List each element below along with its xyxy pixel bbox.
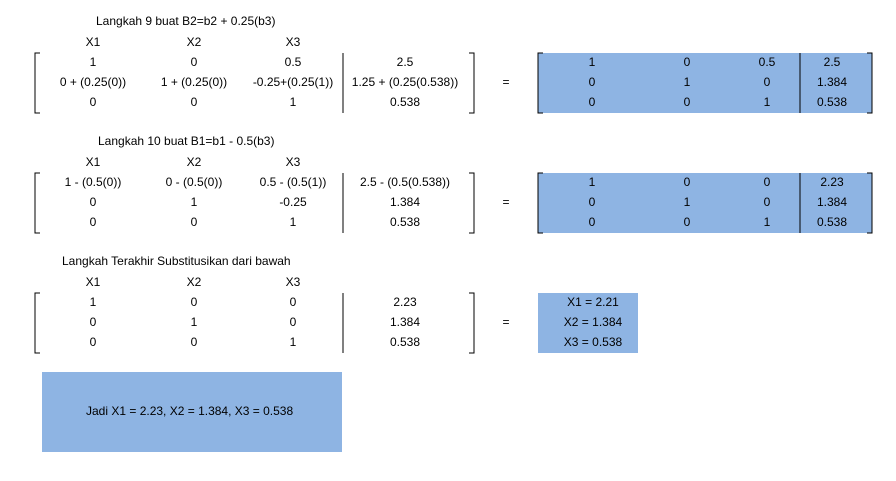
result-cell: 0.538	[817, 215, 847, 229]
result-cell: 1	[684, 195, 691, 209]
result-cell: 1.384	[817, 195, 847, 209]
result-cell: 2.23	[820, 175, 844, 189]
result-cell: 0	[589, 195, 596, 209]
matrix-cell: 0	[191, 335, 198, 349]
column-header: X2	[187, 155, 202, 169]
matrix-cell: 0	[191, 215, 198, 229]
column-header: X1	[86, 35, 101, 49]
column-header: X3	[286, 275, 301, 289]
matrix-cell: 2.5 - (0.5(0.538))	[360, 175, 450, 189]
matrix-cell: -0.25	[279, 195, 307, 209]
column-header: X2	[187, 35, 202, 49]
matrix-cell: 0.5 - (0.5(1))	[260, 175, 327, 189]
matrix-cell: 0.538	[390, 335, 420, 349]
matrix-cell: -0.25+(0.25(1))	[253, 75, 333, 89]
matrix-cell: 1.384	[390, 315, 420, 329]
conclusion: Jadi X1 = 2.23, X2 = 1.384, X3 = 0.538	[86, 404, 293, 418]
bracket-left	[34, 292, 40, 354]
column-header: X3	[286, 155, 301, 169]
matrix-cell: 1 + (0.25(0))	[161, 75, 227, 89]
bracket-left	[537, 172, 543, 234]
matrix-cell: 1 - (0.5(0))	[65, 175, 122, 189]
matrix-cell: 0.538	[390, 95, 420, 109]
matrix-cell: 0	[90, 215, 97, 229]
matrix-cell: 0	[90, 315, 97, 329]
matrix-cell: 0	[90, 195, 97, 209]
column-header: X3	[286, 35, 301, 49]
result-cell: 0	[764, 75, 771, 89]
result-cell: 0.538	[817, 95, 847, 109]
equals-sign: =	[502, 195, 509, 209]
matrix-cell: 1	[290, 215, 297, 229]
result-cell: 1	[589, 175, 596, 189]
result-box	[538, 53, 872, 113]
column-header: X1	[86, 155, 101, 169]
matrix-cell: 0 - (0.5(0))	[166, 175, 223, 189]
matrix-cell: 0	[290, 315, 297, 329]
column-header: X2	[187, 275, 202, 289]
result-cell: 0	[589, 215, 596, 229]
result-cell: 0	[684, 215, 691, 229]
matrix-cell: 1	[290, 335, 297, 349]
equals-sign: =	[502, 75, 509, 89]
matrix-cell: 1.25 + (0.25(0.538))	[352, 75, 458, 89]
matrix-cell: 2.5	[397, 55, 414, 69]
result-cell: 1	[764, 95, 771, 109]
result-cell: 0.5	[759, 55, 776, 69]
result-cell: 2.5	[824, 55, 841, 69]
result-cell: 0	[684, 175, 691, 189]
matrix-cell: 0	[90, 335, 97, 349]
result-cell: 0	[589, 75, 596, 89]
matrix-cell: 2.23	[393, 295, 417, 309]
matrix-cell: 1	[290, 95, 297, 109]
result-cell: X2 = 1.384	[564, 315, 623, 329]
step-title: Langkah 9 buat B2=b2 + 0.25(b3)	[96, 14, 275, 28]
matrix-cell: 1	[191, 315, 198, 329]
matrix-cell: 0	[290, 295, 297, 309]
matrix-cell: 0	[90, 95, 97, 109]
result-cell: 0	[764, 175, 771, 189]
matrix-cell: 0	[191, 55, 198, 69]
result-box	[538, 293, 638, 353]
bracket-right	[867, 52, 873, 114]
conclusion-box	[42, 372, 342, 452]
matrix-cell: 0 + (0.25(0))	[60, 75, 126, 89]
column-header: X1	[86, 275, 101, 289]
matrix-cell: 0.5	[285, 55, 302, 69]
result-cell: 1.384	[817, 75, 847, 89]
matrix-cell: 1.384	[390, 195, 420, 209]
matrix-cell: 1	[90, 55, 97, 69]
matrix-cell: 0	[191, 295, 198, 309]
step-title: Langkah Terakhir Substitusikan dari bawa…	[62, 254, 291, 268]
bracket-left	[34, 172, 40, 234]
result-cell: X1 = 2.21	[567, 295, 619, 309]
result-cell: 1	[589, 55, 596, 69]
result-box	[538, 173, 872, 233]
bracket-right	[469, 172, 475, 234]
bracket-right	[469, 292, 475, 354]
matrix-cell: 1	[191, 195, 198, 209]
matrix-cell: 1	[90, 295, 97, 309]
step-title: Langkah 10 buat B1=b1 - 0.5(b3)	[98, 134, 274, 148]
result-cell: 0	[684, 95, 691, 109]
result-cell: 1	[764, 215, 771, 229]
matrix-cell: 0.538	[390, 215, 420, 229]
result-cell: 0	[684, 55, 691, 69]
bracket-left	[34, 52, 40, 114]
result-cell: 1	[684, 75, 691, 89]
result-cell: X3 = 0.538	[564, 335, 623, 349]
result-cell: 0	[589, 95, 596, 109]
result-cell: 0	[764, 195, 771, 209]
matrix-cell: 0	[191, 95, 198, 109]
equals-sign: =	[502, 315, 509, 329]
bracket-right	[469, 52, 475, 114]
bracket-left	[537, 52, 543, 114]
bracket-right	[867, 172, 873, 234]
